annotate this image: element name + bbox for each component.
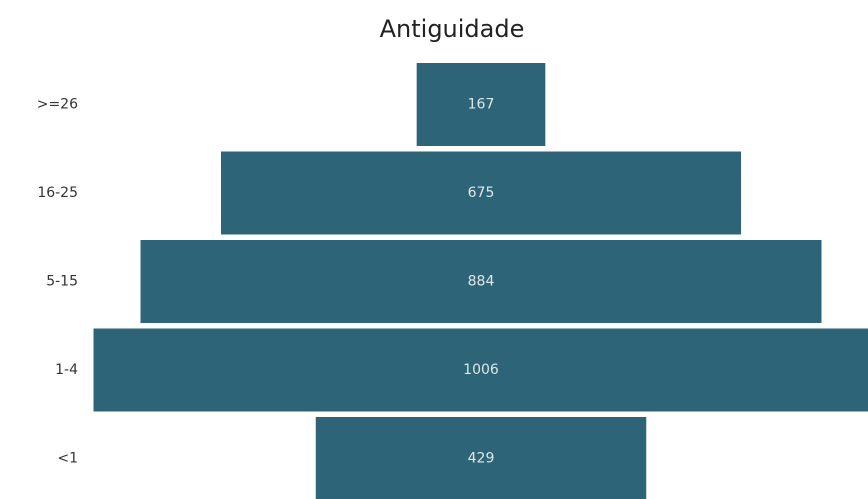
category-label: 1-4 [55, 362, 78, 378]
value-label: 1006 [463, 362, 499, 378]
bar [220, 151, 742, 235]
category-label: >=26 [37, 97, 78, 113]
category-label: 16-25 [37, 185, 78, 201]
bar [140, 240, 822, 323]
value-label: 884 [468, 274, 495, 290]
category-label: 5-15 [46, 274, 78, 290]
value-label: 429 [468, 451, 495, 467]
value-label: 167 [468, 97, 495, 113]
category-label: <1 [57, 451, 78, 467]
bar [416, 63, 546, 146]
value-label: 675 [468, 185, 495, 201]
bar [93, 328, 868, 412]
bar [315, 417, 647, 499]
chart-title: Antiguidade [380, 15, 525, 43]
